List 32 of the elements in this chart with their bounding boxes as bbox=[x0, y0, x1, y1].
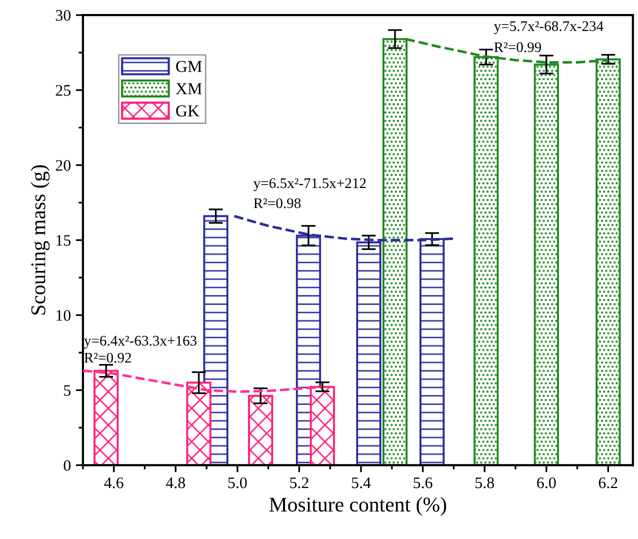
annotation: R²=0.92 bbox=[84, 352, 131, 363]
annotation: R²=0.98 bbox=[254, 198, 301, 208]
x-tick-label: 5.8 bbox=[476, 477, 494, 488]
bar bbox=[310, 386, 335, 466]
x-tick-label: 5.0 bbox=[228, 477, 247, 488]
bar bbox=[248, 394, 274, 466]
legend-label: GK bbox=[176, 105, 200, 117]
x-tick-label: 4.6 bbox=[104, 477, 124, 488]
y-tick-label: 25 bbox=[56, 85, 71, 96]
x-axis-title: Mositure content (%) bbox=[269, 497, 446, 516]
bar bbox=[186, 382, 212, 466]
y-tick-label: 20 bbox=[56, 160, 71, 171]
legend-label: XM bbox=[176, 83, 202, 94]
annotation: y=6.5x²-71.5x+212 bbox=[254, 178, 366, 192]
y-tick-label: 10 bbox=[56, 310, 71, 321]
annotation: y=5.7x²-68.7x-234 bbox=[494, 21, 604, 34]
y-tick-label: 0 bbox=[64, 460, 71, 471]
annotation: y=6.4x²-63.3x+163 bbox=[84, 336, 197, 349]
x-tick-label: 5.6 bbox=[414, 477, 432, 488]
x-tick-label: 6.2 bbox=[598, 477, 618, 488]
y-axis-title: Scouring mass (g) bbox=[30, 165, 50, 315]
annotation: R²=0.99 bbox=[494, 42, 542, 52]
bar bbox=[94, 370, 119, 466]
x-tick-label: 4.8 bbox=[166, 477, 186, 488]
line-series bbox=[82, 369, 322, 393]
y-tick-label: 30 bbox=[56, 10, 71, 21]
x-tick-label: 5.4 bbox=[352, 478, 371, 488]
x-tick-label: 6.0 bbox=[537, 477, 556, 488]
x-tick-label: 5.2 bbox=[290, 477, 308, 488]
y-tick-label: 15 bbox=[56, 235, 71, 246]
y-tick-label: 5 bbox=[64, 385, 71, 396]
legend-label: GM bbox=[176, 60, 202, 72]
